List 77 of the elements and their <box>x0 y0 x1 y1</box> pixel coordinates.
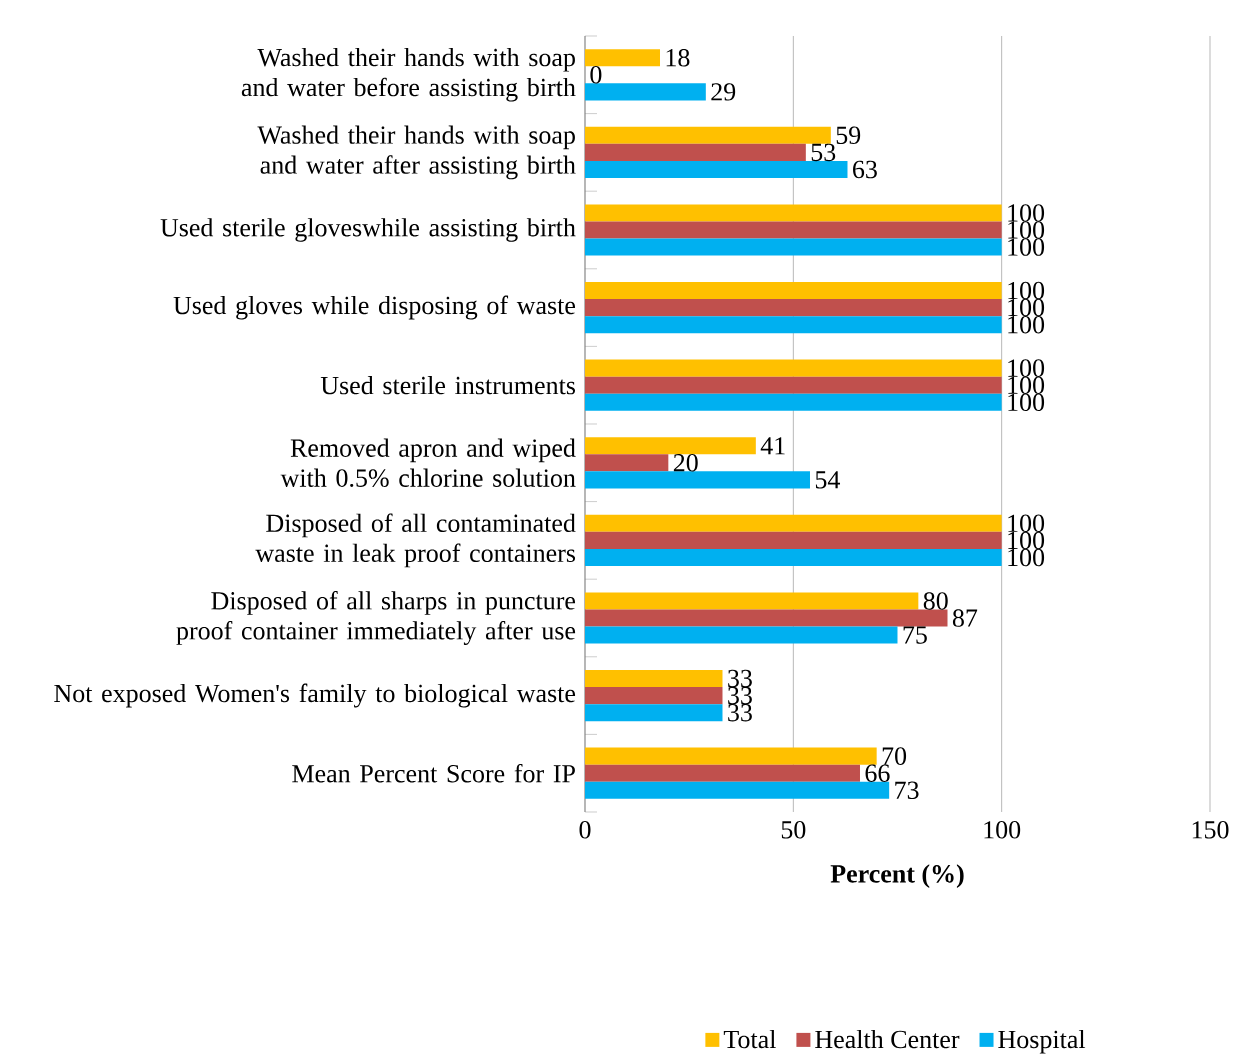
bar <box>585 549 1002 567</box>
data-label: 100 <box>1008 315 1045 334</box>
y-tick-label: Disposed of all contaminated waste in leak proof containers <box>255 513 576 568</box>
bar <box>585 764 860 782</box>
data-label: 80 <box>923 592 948 610</box>
legend-label: Health Center <box>815 1030 960 1049</box>
y-tick-label: Washed their hands with soap and water after assisting birth <box>257 125 576 180</box>
x-axis-title: Percent (%) <box>830 864 964 888</box>
legend-label: Hospital <box>998 1030 1086 1054</box>
data-label: 100 <box>1008 514 1045 533</box>
bar <box>585 471 810 489</box>
data-label: 100 <box>1008 221 1045 239</box>
data-label: 100 <box>1008 238 1045 256</box>
bar <box>585 143 806 162</box>
data-label: 73 <box>895 781 919 800</box>
bar <box>585 687 723 705</box>
data-label: 33 <box>728 669 752 688</box>
bar <box>585 609 948 627</box>
data-label: 100 <box>1008 548 1045 567</box>
y-tick-label: Disposed of all sharps in puncture proof container immediately after use <box>176 591 576 646</box>
data-label: 100 <box>1008 298 1045 317</box>
y-tick-label: Used gloves while disposing of waste <box>173 295 576 320</box>
bar <box>585 376 1002 394</box>
bar <box>585 781 890 799</box>
y-tick-label: Used sterile gloveswhile assisting birth <box>160 218 576 242</box>
bar <box>585 238 1002 256</box>
bar <box>585 282 1002 300</box>
bar <box>585 393 1002 411</box>
y-tick-label: Mean Percent Score for IP <box>292 763 575 783</box>
y-tick-label: Removed apron and wiped with 0.5% chlorine solution <box>280 438 576 488</box>
data-label: 18 <box>666 49 690 67</box>
bar <box>585 299 1002 317</box>
data-label: 100 <box>1008 359 1045 377</box>
x-tick-label: 0 <box>579 821 591 839</box>
bar <box>585 626 898 644</box>
data-label: 75 <box>903 626 927 644</box>
bar <box>585 83 706 101</box>
data-label: 63 <box>853 160 877 179</box>
bar <box>585 49 660 67</box>
bar <box>585 454 669 472</box>
bar <box>585 670 723 688</box>
data-label: 70 <box>882 747 907 765</box>
bar <box>585 204 1002 222</box>
data-label: 29 <box>711 83 736 101</box>
data-label: 59 <box>836 126 861 145</box>
bar <box>585 316 1002 334</box>
data-label: 33 <box>728 686 752 705</box>
bar <box>585 747 877 765</box>
y-tick-label: Washed their hands with soap and water before assisting birth <box>241 48 576 102</box>
data-label: 87 <box>952 609 978 627</box>
x-tick-label: 50 <box>781 821 806 839</box>
y-tick-label: Used sterile instruments <box>320 376 576 395</box>
bar <box>585 221 1002 239</box>
data-label: 100 <box>1008 281 1045 300</box>
data-label: 53 <box>811 143 836 162</box>
bar <box>585 126 831 144</box>
data-label: 20 <box>673 454 698 472</box>
data-label: 66 <box>865 764 890 782</box>
bar <box>585 359 1002 377</box>
bar <box>585 514 1002 532</box>
bar <box>585 437 756 455</box>
data-label: 100 <box>1008 531 1045 550</box>
data-label: 100 <box>1008 393 1045 412</box>
data-label: 54 <box>815 471 841 489</box>
bar <box>585 704 723 722</box>
x-tick-label: 100 <box>984 821 1021 839</box>
data-label: 100 <box>1008 204 1045 222</box>
y-tick-label: Not exposed Women's family to biological waste <box>54 683 576 708</box>
legend-label: Total <box>723 1030 776 1049</box>
bar <box>585 161 848 179</box>
data-label: 100 <box>1008 376 1045 395</box>
data-label: 41 <box>760 437 785 455</box>
data-label: 33 <box>728 704 752 722</box>
bar <box>585 531 1002 550</box>
data-label: 0 <box>590 66 602 84</box>
bar <box>585 592 919 610</box>
x-tick-label: 150 <box>1192 821 1229 839</box>
